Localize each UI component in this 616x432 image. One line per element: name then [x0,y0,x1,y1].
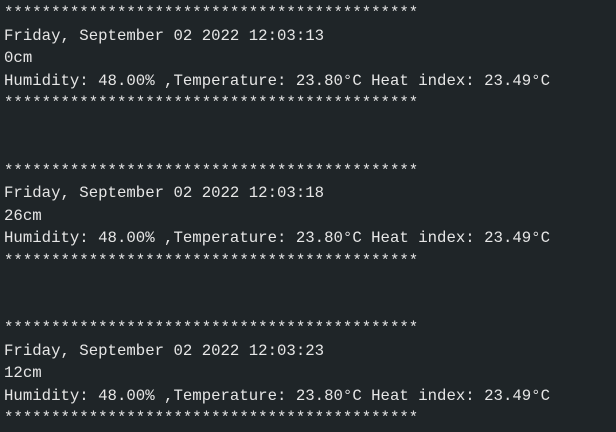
separator-line: ****************************************… [4,251,419,270]
sensor-readings-line: Humidity: 48.00% ,Temperature: 23.80°C H… [4,71,551,90]
timestamp-line: Friday, September 02 2022 12:03:13 [4,26,325,45]
separator-line: ****************************************… [4,94,419,112]
timestamp-line: Friday, September 02 2022 12:03:18 [4,184,325,202]
sensor-readings-line: Humidity: 48.00% ,Temperature: 23.80°C H… [4,386,551,405]
separator-line: ****************************************… [4,161,419,180]
distance-line: 12cm [4,364,42,382]
log-entry: ****************************************… [4,160,616,318]
separator-line: ****************************************… [4,409,419,427]
log-entry: ****************************************… [4,317,616,432]
separator-line: ****************************************… [4,4,419,22]
timestamp-line: Friday, September 02 2022 12:03:23 [4,341,325,360]
log-entry: ****************************************… [4,2,616,160]
distance-line: 26cm [4,206,42,225]
sensor-readings-line: Humidity: 48.00% ,Temperature: 23.80°C H… [4,229,551,247]
separator-line: ****************************************… [4,319,419,337]
distance-line: 0cm [4,49,33,67]
